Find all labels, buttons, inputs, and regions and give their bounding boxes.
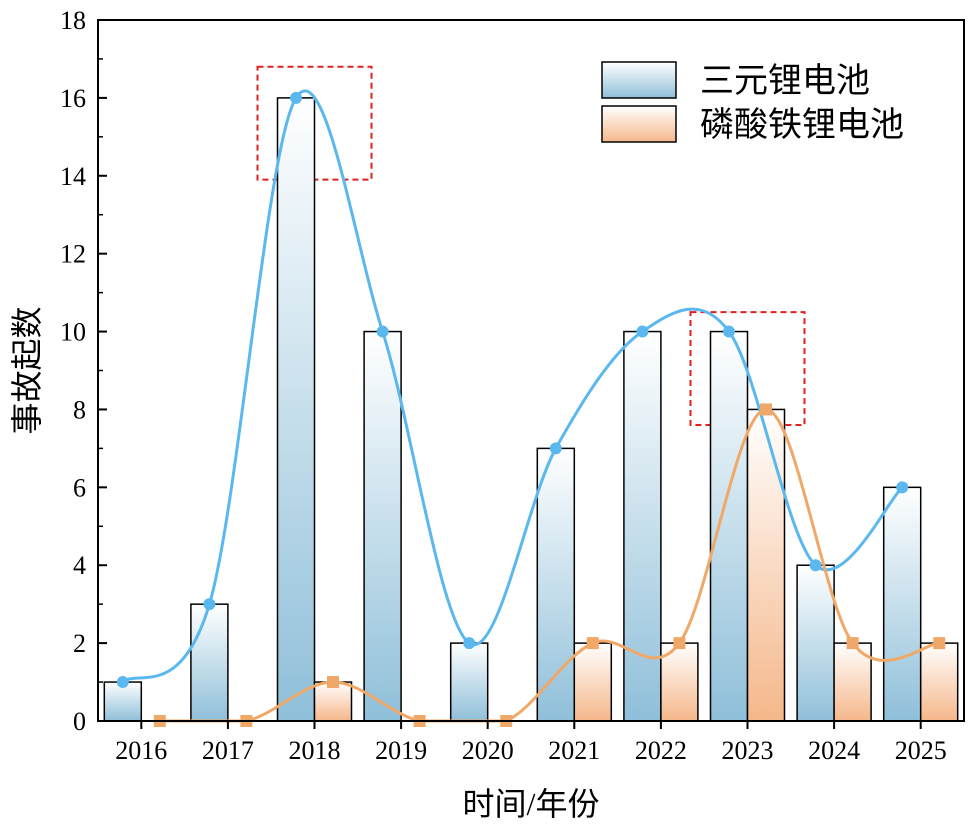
point-ternary-2023 — [723, 325, 735, 338]
point-ternary-2017 — [203, 598, 216, 611]
y-tick-label: 12 — [60, 240, 86, 269]
y-tick-label: 16 — [60, 84, 86, 113]
point-ternary-2019 — [376, 325, 389, 338]
x-tick-label-2022: 2022 — [635, 736, 687, 765]
x-tick-label-2020: 2020 — [462, 736, 514, 765]
point-ternary-2016 — [116, 676, 129, 689]
bar-ternary-2024 — [796, 564, 835, 722]
y-tick-label: 8 — [73, 395, 86, 424]
y-tick-label: 10 — [60, 318, 86, 347]
bar-ternary-2025 — [882, 486, 922, 722]
point-ternary-2025 — [896, 481, 909, 494]
point-lfp-2024 — [846, 637, 859, 650]
y-axis-title: 事故起数 — [9, 306, 45, 434]
x-tick-label-2023: 2023 — [722, 736, 774, 765]
y-tick-label: 0 — [73, 707, 86, 736]
point-ternary-2018 — [290, 91, 302, 104]
legend-label-ternary: 三元锂电池 — [700, 62, 870, 100]
axes-layer: 0 2 4 6 8 10 12 14 16 18 2016 2017 2018 2019 2020 2021 2… — [60, 6, 965, 765]
point-ternary-2021 — [549, 442, 562, 455]
x-axis-title: 时间/年份 — [463, 786, 600, 822]
point-lfp-2025 — [933, 637, 946, 650]
point-lfp-2021 — [586, 637, 599, 650]
y-tick-label: 6 — [73, 473, 86, 502]
point-ternary-2020 — [463, 637, 476, 650]
bar-ternary-2023 — [709, 330, 749, 722]
x-tick-label-2025: 2025 — [895, 736, 947, 765]
legend-label-lfp: 磷酸铁锂电池 — [700, 106, 904, 144]
lines-layer — [116, 89, 946, 727]
x-tick-label-2024: 2024 — [808, 736, 860, 765]
bar-ternary-2018 — [276, 97, 316, 722]
bar-ternary-2022 — [623, 330, 662, 722]
bar-ternary-2021 — [536, 447, 576, 722]
y-tick-label: 18 — [60, 6, 86, 35]
bar-lfp-2021 — [573, 642, 613, 722]
legend-swatch-lfp — [601, 105, 677, 143]
point-ternary-2022 — [636, 325, 649, 338]
point-lfp-2018 — [327, 676, 339, 689]
bar-ternary-2019 — [363, 330, 402, 722]
bar-ternary-2017 — [190, 603, 229, 722]
x-tick-label-2019: 2019 — [375, 736, 427, 765]
legend-swatch-ternary — [601, 61, 677, 99]
trend-line-ternary — [121, 89, 904, 684]
bar-ternary-2020 — [449, 642, 489, 722]
point-lfp-2022 — [673, 637, 686, 650]
point-ternary-2024 — [809, 559, 822, 572]
y-tick-label: 4 — [73, 551, 86, 580]
y-tick-label: 14 — [60, 162, 86, 191]
point-lfp-2023 — [760, 403, 772, 416]
y-tick-label: 2 — [73, 629, 86, 658]
x-tick-label-2016: 2016 — [115, 736, 167, 765]
x-tick-label-2017: 2017 — [202, 736, 254, 765]
x-tick-label-2021: 2021 — [548, 736, 600, 765]
x-tick-label-2018: 2018 — [289, 736, 341, 765]
bar-lfp-2023 — [746, 408, 786, 722]
bars-layer — [103, 97, 959, 722]
bar-lfp-2025 — [919, 642, 959, 722]
